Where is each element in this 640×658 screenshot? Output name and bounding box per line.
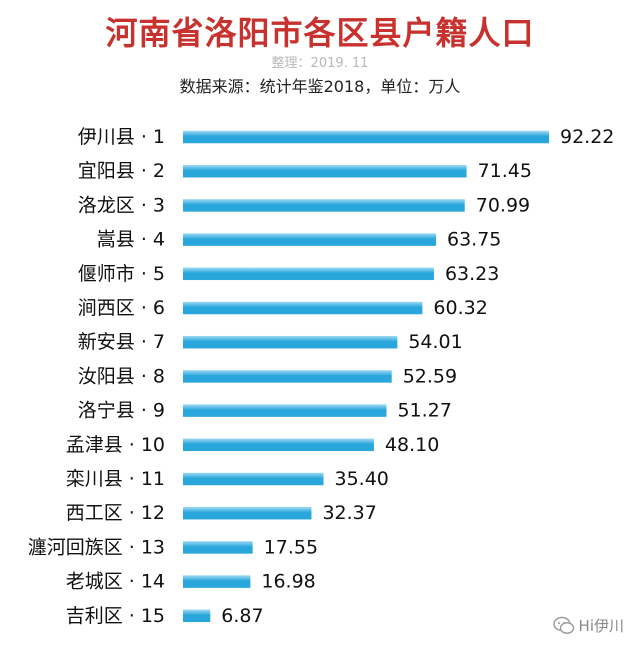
- value-label: 63.23: [445, 263, 499, 285]
- value-label: 54.01: [408, 331, 462, 353]
- category-label: 老城区 · 14: [66, 571, 165, 593]
- bar: [183, 199, 465, 212]
- bar: [183, 267, 434, 281]
- category-label: 伊川县 · 1: [78, 126, 165, 148]
- value-label: 60.32: [433, 297, 487, 319]
- bar: [183, 575, 251, 588]
- category-label: 孟津县 · 10: [66, 434, 165, 456]
- value-label: 35.40: [334, 468, 388, 490]
- value-label: 48.10: [385, 434, 439, 456]
- bar: [183, 438, 374, 452]
- credit-line: 整理：2019. 11: [271, 56, 369, 71]
- category-label: 汝阳县 · 8: [78, 365, 165, 387]
- bar: [183, 335, 398, 349]
- bar: [183, 472, 324, 486]
- watermark: Hi伊川: [552, 615, 624, 636]
- data-source-line: 数据来源：统计年鉴2018，单位：万人: [179, 77, 461, 96]
- bar: [183, 541, 253, 554]
- bar: [183, 609, 211, 623]
- bar: [183, 233, 437, 246]
- category-label: 洛宁县 · 9: [78, 400, 165, 422]
- wechat-icon: [552, 616, 574, 634]
- chart-title: 河南省洛阳市各区县户籍人口: [105, 14, 535, 52]
- value-label: 17.55: [264, 536, 318, 558]
- value-label: 32.37: [322, 502, 376, 524]
- value-label: 51.27: [397, 400, 451, 422]
- value-label: 6.87: [221, 605, 263, 627]
- bar: [183, 404, 387, 417]
- category-label: 偃师市 · 5: [78, 263, 165, 285]
- category-label: 洛龙区 · 3: [78, 194, 165, 216]
- bar: [183, 301, 423, 315]
- bar: [183, 370, 392, 383]
- category-label: 栾川县 · 11: [66, 468, 165, 490]
- bar: [183, 130, 549, 144]
- category-label: 西工区 · 12: [66, 502, 165, 524]
- category-label: 宜阳县 · 2: [78, 160, 165, 182]
- category-label: 新安县 · 7: [78, 331, 165, 353]
- category-label: 吉利区 · 15: [66, 605, 165, 627]
- value-label: 70.99: [476, 194, 530, 216]
- value-label: 71.45: [478, 160, 532, 182]
- watermark-text: Hi伊川: [578, 617, 624, 635]
- value-label: 92.22: [560, 126, 614, 148]
- value-label: 63.75: [447, 229, 501, 251]
- category-label: 嵩县 · 4: [97, 229, 165, 251]
- bar: [183, 164, 467, 178]
- bar: [183, 506, 312, 520]
- value-label: 52.59: [403, 365, 457, 387]
- value-label: 16.98: [261, 571, 315, 593]
- category-label: 涧西区 · 6: [78, 297, 165, 319]
- category-label: 瀍河回族区 · 13: [28, 536, 165, 558]
